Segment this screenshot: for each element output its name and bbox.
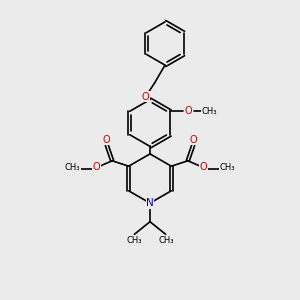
Text: O: O	[184, 106, 192, 116]
Text: O: O	[200, 162, 207, 172]
Text: O: O	[189, 135, 197, 145]
Text: O: O	[103, 135, 111, 145]
Text: CH₃: CH₃	[158, 236, 174, 245]
Text: CH₃: CH₃	[202, 107, 217, 116]
Text: CH₃: CH₃	[220, 163, 235, 172]
Text: O: O	[93, 162, 101, 172]
Text: CH₃: CH₃	[65, 163, 80, 172]
Text: CH₃: CH₃	[126, 236, 142, 245]
Text: O: O	[142, 92, 149, 102]
Text: N: N	[146, 198, 154, 208]
